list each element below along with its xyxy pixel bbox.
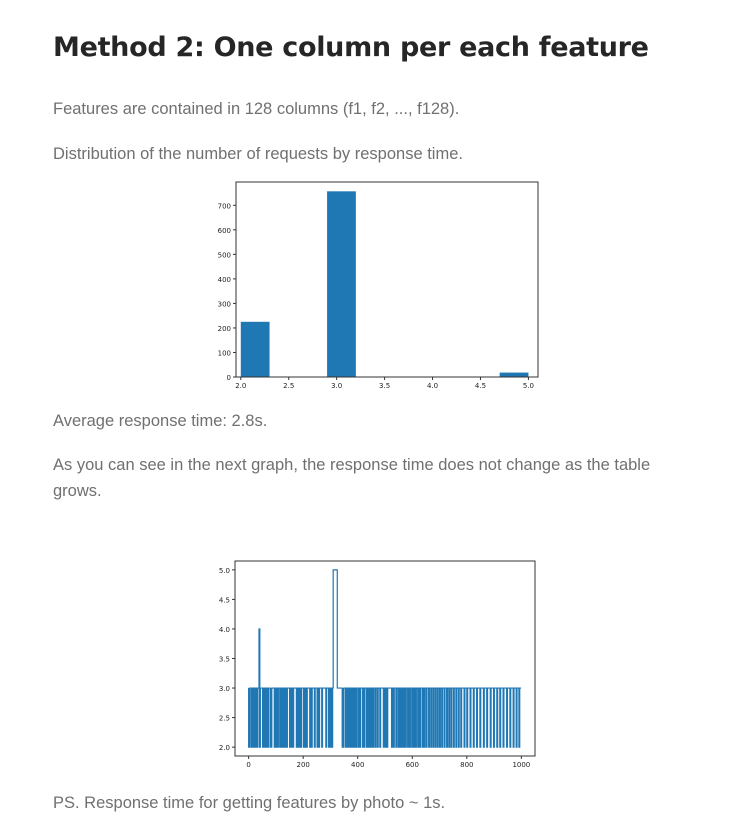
next-graph-paragraph: As you can see in the next graph, the re… <box>53 456 651 500</box>
section-heading: Method 2: One column per each feature <box>53 32 649 63</box>
x-tick-label: 400 <box>351 761 364 769</box>
y-tick-label: 300 <box>218 300 231 308</box>
features-paragraph: Features are contained in 128 columns (f… <box>53 100 460 118</box>
x-tick-label: 2.5 <box>283 382 294 390</box>
line-chart: 2.0 2.5 3.0 3.5 4.0 4.5 5.0 0 200 400 600 800 1000 <box>219 560 536 769</box>
histogram-bar-1 <box>327 191 356 377</box>
y-tick-label: 2.5 <box>219 715 230 723</box>
y-tick-label: 5.0 <box>219 567 230 575</box>
distribution-paragraph: Distribution of the number of requests b… <box>53 145 463 163</box>
y-tick-label: 3.0 <box>219 685 230 693</box>
x-tick-label: 200 <box>296 761 309 769</box>
histogram-chart: 0 100 200 300 400 500 600 700 2.0 2.5 3.0 3.5 4.0 4.5… <box>218 181 539 390</box>
x-tick-label: 600 <box>406 761 419 769</box>
histogram-bar-2 <box>499 372 529 377</box>
histogram-bar-0 <box>240 321 270 377</box>
y-tick-label: 0 <box>227 374 231 382</box>
response-time-histogram: 0 100 200 300 400 500 600 700 2.0 2.5 3.0 3.5 4.0 4.5… <box>200 178 545 402</box>
y-tick-label: 100 <box>218 349 231 357</box>
plot-frame <box>235 181 539 378</box>
ps-paragraph: PS. Response time for getting features b… <box>53 794 446 812</box>
x-tick-label: 4.0 <box>427 382 438 390</box>
y-tick-label: 500 <box>218 251 231 259</box>
y-tick-label: 4.0 <box>219 626 230 634</box>
x-tick-label: 800 <box>460 761 473 769</box>
y-tick-label: 700 <box>218 202 231 210</box>
x-tick-label: 4.5 <box>475 382 486 390</box>
x-tick-label: 3.5 <box>379 382 390 390</box>
average-paragraph: Average response time: 2.8s. <box>53 412 268 430</box>
y-tick-label: 3.5 <box>219 656 230 664</box>
response-time-series-line <box>248 569 522 748</box>
y-tick-label: 600 <box>218 227 231 235</box>
x-tick-label: 5.0 <box>523 382 534 390</box>
y-tick-label: 400 <box>218 276 231 284</box>
x-tick-label: 1000 <box>512 761 530 769</box>
response-time-line-chart: 2.0 2.5 3.0 3.5 4.0 4.5 5.0 0 200 400 600 800 1000 <box>200 558 545 784</box>
x-tick-label: 3.0 <box>331 382 342 390</box>
x-tick-label: 2.0 <box>235 382 246 390</box>
y-tick-label: 4.5 <box>219 596 230 604</box>
x-tick-label: 0 <box>246 761 250 769</box>
y-tick-label: 200 <box>218 325 231 333</box>
y-tick-label: 2.0 <box>219 744 230 752</box>
